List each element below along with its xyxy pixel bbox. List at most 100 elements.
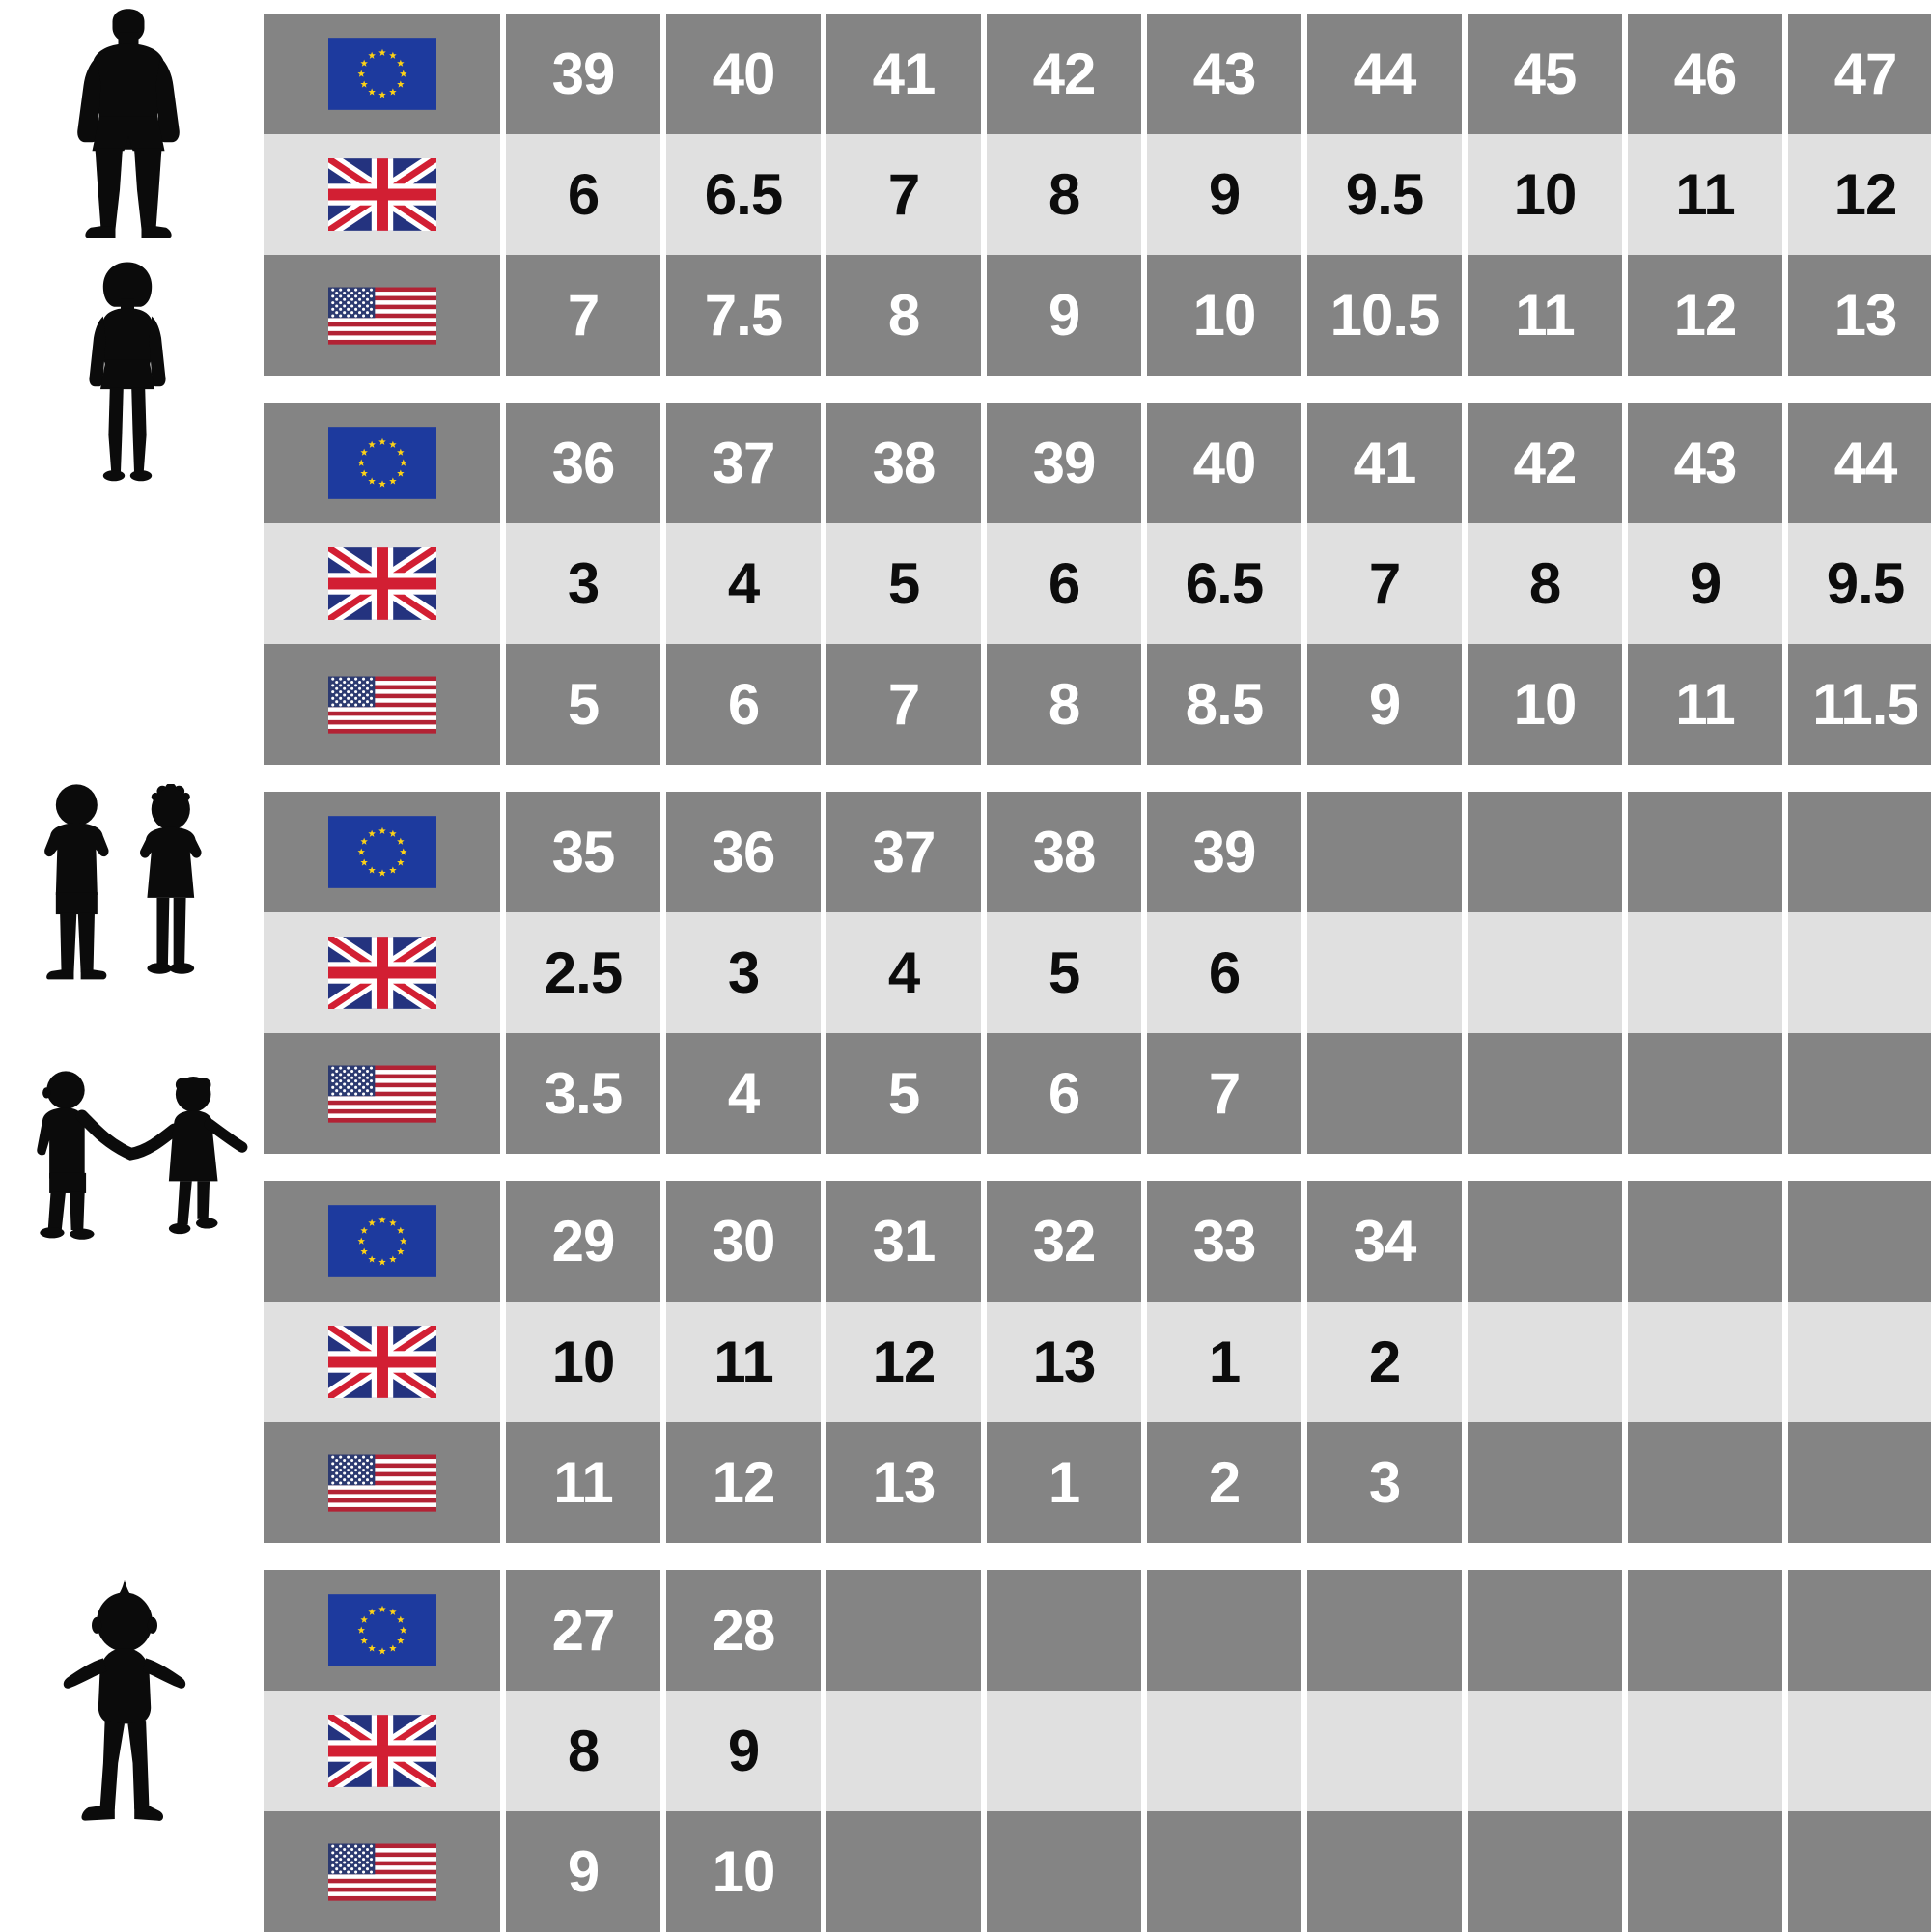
size-cell-toddlers-eu-5 <box>1307 1570 1462 1691</box>
eu-flag-icon <box>264 1181 500 1302</box>
size-cell-older-children-uk-3: 5 <box>987 912 1141 1033</box>
us-flag-icon <box>264 1422 500 1543</box>
size-cell-older-children-uk-5 <box>1307 912 1462 1033</box>
size-cell-toddlers-uk-3 <box>987 1691 1141 1811</box>
size-cell-toddlers-eu-3 <box>987 1570 1141 1691</box>
size-cell-men-us-0: 7 <box>506 255 660 376</box>
size-cell-women-us-5: 9 <box>1307 644 1462 765</box>
size-cell-women-us-7: 11 <box>1628 644 1782 765</box>
size-cell-men-us-3: 9 <box>987 255 1141 376</box>
size-cell-toddlers-uk-6 <box>1468 1691 1622 1811</box>
size-cell-younger-children-uk-0: 10 <box>506 1302 660 1422</box>
size-cell-older-children-eu-4: 39 <box>1147 792 1301 912</box>
uk-flag-icon <box>264 1691 500 1811</box>
size-cell-men-uk-0: 6 <box>506 134 660 255</box>
younger-children-us-row: 11 12 13 1 2 3 <box>264 1422 1931 1543</box>
size-cell-men-uk-5: 9.5 <box>1307 134 1462 255</box>
size-cell-toddlers-eu-4 <box>1147 1570 1301 1691</box>
size-cell-older-children-uk-0: 2.5 <box>506 912 660 1033</box>
size-cell-older-children-eu-6 <box>1468 792 1622 912</box>
uk-flag-icon <box>264 134 500 255</box>
size-cell-men-us-4: 10 <box>1147 255 1301 376</box>
eu-flag-icon <box>264 14 500 134</box>
size-cell-women-us-2: 7 <box>826 644 981 765</box>
woman-silhouette <box>60 259 195 489</box>
size-cell-women-eu-2: 38 <box>826 403 981 523</box>
women-us-row: 5 6 7 8 8.5 9 10 11 11.5 <box>264 644 1931 765</box>
size-cell-men-eu-0: 39 <box>506 14 660 134</box>
size-cell-men-uk-4: 9 <box>1147 134 1301 255</box>
size-cell-younger-children-us-2: 13 <box>826 1422 981 1543</box>
eu-flag-icon <box>264 403 500 523</box>
uk-flag-icon <box>264 523 500 644</box>
size-cell-toddlers-uk-4 <box>1147 1691 1301 1811</box>
size-cell-men-us-6: 11 <box>1468 255 1622 376</box>
size-cell-men-eu-5: 44 <box>1307 14 1462 134</box>
size-cell-younger-children-us-0: 11 <box>506 1422 660 1543</box>
men-us-row: 7 7.5 8 9 10 10.5 11 12 13 <box>264 255 1931 376</box>
us-flag-icon <box>264 1033 500 1154</box>
size-cell-older-children-uk-8 <box>1788 912 1931 1033</box>
size-cell-women-eu-8: 44 <box>1788 403 1931 523</box>
size-cell-men-eu-1: 40 <box>666 14 821 134</box>
size-cell-women-uk-6: 8 <box>1468 523 1622 644</box>
size-cell-men-eu-3: 42 <box>987 14 1141 134</box>
size-cell-younger-children-eu-7 <box>1628 1181 1782 1302</box>
size-cell-older-children-us-1: 4 <box>666 1033 821 1154</box>
size-cell-younger-children-uk-1: 11 <box>666 1302 821 1422</box>
size-cell-younger-children-uk-2: 12 <box>826 1302 981 1422</box>
eu-flag-icon <box>264 792 500 912</box>
man-silhouette <box>56 8 201 249</box>
size-cell-men-us-2: 8 <box>826 255 981 376</box>
eu-flag-icon <box>264 1570 500 1691</box>
size-cell-toddlers-uk-8 <box>1788 1691 1931 1811</box>
size-cell-men-uk-7: 11 <box>1628 134 1782 255</box>
older-children-eu-row: 35 36 37 38 39 <box>264 792 1931 912</box>
size-cell-women-eu-1: 37 <box>666 403 821 523</box>
children-holding-hands-silhouette <box>8 1070 254 1244</box>
size-cell-younger-children-us-6 <box>1468 1422 1622 1543</box>
uk-flag-icon <box>264 1302 500 1422</box>
size-cell-toddlers-uk-7 <box>1628 1691 1782 1811</box>
size-cell-toddlers-uk-0: 8 <box>506 1691 660 1811</box>
size-cell-women-eu-7: 43 <box>1628 403 1782 523</box>
uk-flag-icon <box>264 912 500 1033</box>
size-cell-toddlers-us-0: 9 <box>506 1811 660 1932</box>
size-cell-older-children-eu-8 <box>1788 792 1931 912</box>
size-cell-toddlers-eu-8 <box>1788 1570 1931 1691</box>
size-cell-older-children-us-6 <box>1468 1033 1622 1154</box>
size-cell-younger-children-uk-4: 1 <box>1147 1302 1301 1422</box>
size-cell-older-children-uk-1: 3 <box>666 912 821 1033</box>
size-cell-women-us-0: 5 <box>506 644 660 765</box>
size-cell-women-us-1: 6 <box>666 644 821 765</box>
size-cell-toddlers-us-1: 10 <box>666 1811 821 1932</box>
size-cell-men-eu-2: 41 <box>826 14 981 134</box>
size-cell-women-uk-4: 6.5 <box>1147 523 1301 644</box>
size-cell-toddlers-eu-1: 28 <box>666 1570 821 1691</box>
size-cell-younger-children-uk-8 <box>1788 1302 1931 1422</box>
size-cell-younger-children-us-4: 2 <box>1147 1422 1301 1543</box>
size-cell-women-us-4: 8.5 <box>1147 644 1301 765</box>
size-cell-older-children-eu-1: 36 <box>666 792 821 912</box>
size-cell-younger-children-eu-8 <box>1788 1181 1931 1302</box>
size-cell-toddlers-eu-0: 27 <box>506 1570 660 1691</box>
size-cell-younger-children-eu-6 <box>1468 1181 1622 1302</box>
size-cell-men-eu-8: 47 <box>1788 14 1931 134</box>
toddlers-eu-row: 27 28 <box>264 1570 1931 1691</box>
size-cell-younger-children-uk-6 <box>1468 1302 1622 1422</box>
size-cell-toddlers-us-4 <box>1147 1811 1301 1932</box>
size-cell-women-us-8: 11.5 <box>1788 644 1931 765</box>
size-cell-men-uk-8: 12 <box>1788 134 1931 255</box>
size-cell-younger-children-uk-5: 2 <box>1307 1302 1462 1422</box>
size-cell-women-eu-0: 36 <box>506 403 660 523</box>
size-cell-younger-children-eu-4: 33 <box>1147 1181 1301 1302</box>
size-cell-women-uk-1: 4 <box>666 523 821 644</box>
us-flag-icon <box>264 644 500 765</box>
size-cell-women-uk-8: 9.5 <box>1788 523 1931 644</box>
size-cell-younger-children-uk-7 <box>1628 1302 1782 1422</box>
size-cell-older-children-us-7 <box>1628 1033 1782 1154</box>
size-cell-older-children-uk-2: 4 <box>826 912 981 1033</box>
size-cell-men-uk-1: 6.5 <box>666 134 821 255</box>
size-cell-younger-children-us-1: 12 <box>666 1422 821 1543</box>
size-cell-men-uk-6: 10 <box>1468 134 1622 255</box>
